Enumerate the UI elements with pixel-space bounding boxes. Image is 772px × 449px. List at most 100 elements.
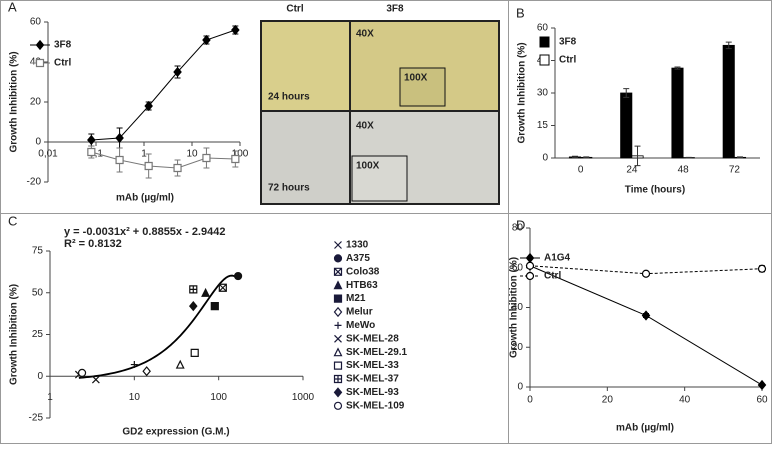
marker	[79, 369, 86, 376]
y-tick-label: -20	[27, 177, 42, 188]
legend-marker	[335, 268, 342, 275]
marker	[88, 149, 95, 156]
legend-marker	[335, 322, 342, 329]
legend-label: Ctrl	[54, 58, 71, 69]
trendline	[79, 276, 238, 378]
legend-label: Ctrl	[559, 55, 576, 66]
legend-label: 1330	[346, 240, 369, 251]
y-tick-label: 30	[537, 88, 549, 99]
legend-label: SK-MEL-29.1	[346, 347, 408, 358]
x-axis-label: Time (hours)	[625, 185, 685, 196]
marker	[88, 136, 95, 144]
legend-marker	[335, 362, 342, 369]
y-tick-label: -25	[29, 413, 44, 424]
bar	[672, 68, 683, 158]
marker	[190, 286, 197, 293]
x-tick-label: 0	[527, 395, 533, 406]
legend-label: SK-MEL-33	[346, 360, 399, 371]
series-line	[530, 266, 762, 385]
marker	[116, 157, 123, 164]
marker	[219, 284, 226, 291]
bar	[621, 93, 632, 158]
row-label: 24 hours	[268, 92, 310, 103]
x-tick-label: 1000	[292, 392, 315, 403]
legend-label: HTB63	[346, 280, 378, 291]
inset-label: 100X	[356, 161, 380, 172]
inset-label: 100X	[404, 73, 428, 84]
x-tick-label: 24	[626, 165, 638, 176]
marker	[211, 303, 218, 310]
x-axis-label: mAb (µg/ml)	[116, 193, 174, 204]
marker	[643, 311, 650, 319]
marker	[203, 155, 210, 162]
marker	[643, 270, 650, 277]
panel-label: B	[516, 5, 525, 20]
legend-marker	[335, 335, 342, 342]
marker	[92, 376, 99, 383]
x-tick-label: 1	[47, 392, 53, 403]
marker	[232, 26, 239, 34]
marker	[174, 165, 181, 172]
legend-label: SK-MEL-109	[346, 400, 405, 411]
y-tick-label: 0	[542, 153, 548, 164]
x-tick-label: 10	[186, 149, 198, 160]
y-axis-label: Growth Inhibition (%)	[9, 284, 20, 385]
marker	[145, 163, 152, 170]
legend-marker	[37, 41, 44, 49]
legend-marker	[335, 376, 342, 383]
legend-marker	[335, 402, 342, 409]
legend-marker	[335, 388, 342, 396]
y-axis-label: Growth Inhibition (%)	[517, 42, 528, 143]
legend-label: A1G4	[544, 253, 571, 264]
legend-label: Ctrl	[544, 271, 561, 282]
marker	[759, 265, 766, 272]
bar	[723, 45, 734, 158]
y-tick-label: 60	[30, 17, 42, 28]
series-line	[91, 30, 235, 140]
panel-frame	[509, 214, 772, 444]
marker	[527, 262, 534, 269]
legend-label: 3F8	[54, 40, 72, 51]
marker	[190, 302, 197, 310]
y-tick-label: 0	[35, 137, 41, 148]
legend-marker	[37, 60, 44, 67]
y-tick-label: 20	[30, 97, 42, 108]
marker	[759, 381, 766, 389]
x-tick-label: 48	[678, 165, 690, 176]
x-tick-label: 72	[729, 165, 741, 176]
y-tick-label: 15	[537, 120, 549, 131]
column-label: Ctrl	[286, 4, 303, 15]
legend-label: SK-MEL-28	[346, 333, 399, 344]
y-tick-label: 0	[37, 371, 43, 382]
x-tick-label: 0,01	[38, 149, 58, 160]
x-tick-label: 20	[602, 395, 614, 406]
row-label: 72 hours	[268, 183, 310, 194]
error-bar	[737, 157, 743, 158]
legend-marker	[335, 295, 342, 302]
y-tick-label: 50	[32, 287, 44, 298]
marker	[232, 156, 239, 163]
legend-label: SK-MEL-37	[346, 374, 399, 385]
x-tick-label: 0	[578, 165, 584, 176]
x-tick-label: 10	[129, 392, 141, 403]
y-tick-label: 0	[517, 382, 523, 393]
legend-marker	[527, 254, 534, 262]
marker	[191, 349, 198, 356]
marker	[143, 367, 150, 375]
legend-label: M21	[346, 293, 366, 304]
x-tick-label: 60	[756, 395, 768, 406]
series-line	[91, 152, 235, 168]
legend-label: A375	[346, 253, 370, 264]
legend-marker	[335, 282, 342, 289]
legend-label: 3F8	[559, 37, 577, 48]
legend-marker	[527, 273, 534, 280]
legend-marker	[335, 242, 342, 249]
marker	[202, 289, 209, 296]
column-label: 3F8	[386, 4, 404, 15]
legend-label: Melur	[346, 307, 373, 318]
marker	[177, 361, 184, 368]
trendline-equation: y = -0.0031x² + 0.8855x - 2.9442	[64, 226, 225, 238]
panel-label: C	[8, 213, 17, 228]
y-tick-label: 40	[512, 302, 524, 313]
error-bar	[583, 157, 589, 158]
